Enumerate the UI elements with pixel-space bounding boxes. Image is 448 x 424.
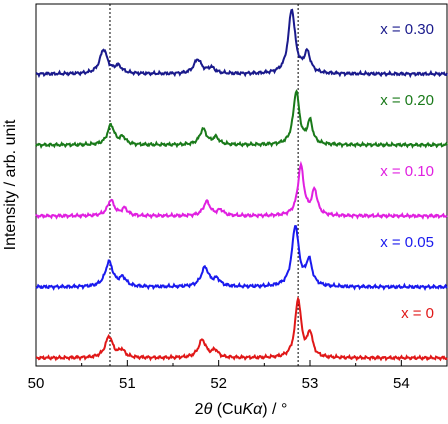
series-label-4: x = 0.05 — [380, 234, 434, 251]
x-axis-title-theta: θ — [204, 401, 213, 418]
x-axis-title: 2θ (CuKα) / ° — [195, 401, 288, 418]
x-tick-label: 53 — [302, 375, 319, 392]
x-tick-label: 54 — [393, 375, 410, 392]
series-curve-5 — [35, 296, 448, 362]
x-tick-label: 52 — [210, 375, 227, 392]
series-curve-4 — [35, 224, 448, 292]
series-curve-3 — [35, 160, 448, 220]
x-axis-title-alpha: α — [253, 401, 263, 418]
series-labels: x = 0.30 x = 0.20 x = 0.10 x = 0.05 x = 0 — [380, 21, 434, 322]
series-curve-2 — [35, 89, 448, 150]
series-label-5: x = 0 — [401, 305, 434, 322]
x-axis-ticks — [35, 360, 448, 366]
x-axis-tick-labels: 50 51 52 53 54 — [28, 375, 410, 392]
x-axis-title-suffix: ) / ° — [262, 401, 287, 418]
y-axis-title: Intensity / arb. unit — [2, 119, 19, 250]
series-label-3: x = 0.10 — [380, 163, 434, 180]
x-tick-label: 50 — [28, 375, 45, 392]
series-label-1: x = 0.30 — [380, 21, 434, 38]
series-curve-1 — [35, 8, 448, 79]
x-axis-title-k: K — [242, 401, 254, 418]
x-tick-label: 51 — [119, 375, 136, 392]
plot-frame — [35, 3, 448, 367]
reference-lines — [109, 4, 299, 366]
x-axis-title-mid: (Cu — [212, 401, 242, 418]
x-axis-title-prefix: 2 — [195, 401, 204, 418]
series-label-2: x = 0.20 — [380, 92, 434, 109]
series-curves — [35, 8, 448, 362]
